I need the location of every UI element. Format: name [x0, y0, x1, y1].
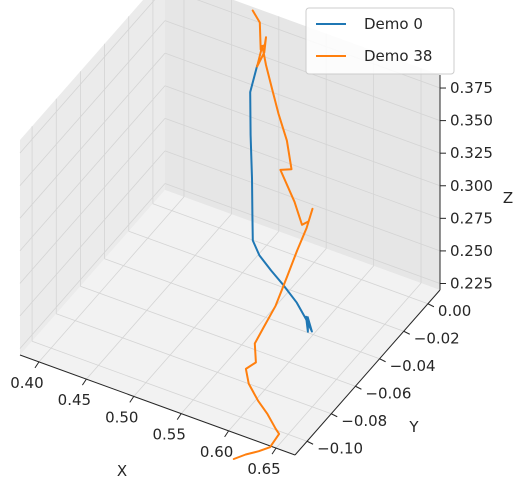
y-axis-label: Y: [408, 418, 419, 436]
grid-z-left-1: [19, 150, 166, 317]
x-tick-label-4: 0.60: [200, 443, 233, 461]
x-tick-4: [224, 430, 230, 438]
y-tick-1: [403, 330, 410, 335]
grid-z-left-2: [19, 118, 166, 284]
y-tick-2: [379, 358, 386, 363]
y-tick-label-3: −0.06: [365, 384, 411, 402]
x-tick-3: [176, 413, 182, 420]
z-tick-label-6: 0.375: [450, 79, 493, 97]
grid-x-floor-0: [38, 196, 185, 363]
y-tick-5: [306, 440, 314, 445]
z-tick-label-5: 0.350: [450, 112, 493, 130]
z-tick-label-3: 0.300: [450, 177, 493, 195]
grid-y-floor-1: [128, 230, 404, 332]
series-line-1: [232, 9, 314, 460]
grid-x-floor-4: [228, 265, 374, 432]
y-tick-label-2: −0.04: [390, 357, 436, 375]
x-tick-label-5: 0.65: [247, 460, 280, 478]
x-tick-label-2: 0.50: [105, 408, 138, 426]
x-tick-label-1: 0.45: [58, 391, 91, 409]
series-lines: [232, 9, 314, 460]
y-axis-line: [294, 289, 441, 456]
grid-z-left-5: [19, 20, 166, 186]
grid-z-back-5: [164, 20, 441, 121]
grid-z-back-3: [164, 85, 441, 187]
x-axis-label: X: [117, 462, 127, 480]
grid-z-back-1: [164, 150, 441, 252]
legend-label-series-0: Demo 0: [364, 15, 423, 33]
y-tick-0: [427, 303, 435, 308]
grid-x-floor-3: [180, 248, 327, 414]
z-tick-label-2: 0.275: [450, 209, 493, 227]
grid-z-left-4: [19, 52, 166, 219]
grid-y-floor-3: [80, 285, 356, 387]
series-line-0: [249, 64, 313, 333]
grid-y-floor-0: [152, 203, 429, 305]
y-tick-label-4: −0.08: [341, 412, 387, 430]
grid-x-floor-2: [133, 231, 280, 397]
y-tick-label-1: −0.02: [414, 329, 460, 347]
y-tick-label-5: −0.10: [317, 439, 363, 457]
grid-z-back-4: [164, 52, 441, 154]
grid-z-left-0: [19, 183, 166, 349]
legend-label-series-1: Demo 38: [364, 47, 432, 65]
y-tick-4: [331, 413, 338, 418]
grid-z-back-0: [164, 183, 441, 284]
x-tick-label-0: 0.40: [10, 374, 43, 392]
x-tick-2: [129, 396, 135, 403]
z-tick-label-0: 0.225: [450, 274, 493, 292]
grid-y-floor-4: [56, 313, 332, 415]
axis-lines: [19, 75, 441, 456]
x-tick-0: [34, 361, 40, 369]
z-axis-label: Z: [503, 189, 513, 207]
axis-labels: X Y Z: [117, 189, 513, 480]
legend: Demo 0 Demo 38: [305, 7, 455, 75]
tick-marks: 0.40 0.45 0.50 0.55 0.60 0.65 0.00 −0.02 −0.04 −0…: [10, 79, 493, 478]
x-axis-line: [19, 354, 296, 456]
grid-y-floor-2: [104, 258, 380, 360]
grid-x-floor-5: [275, 282, 422, 449]
x-tick-label-3: 0.55: [153, 426, 186, 444]
grid-z-back-2: [164, 117, 441, 219]
x-tick-5: [271, 447, 277, 455]
y-tick-label-0: 0.00: [438, 302, 471, 320]
y-tick-3: [355, 385, 362, 390]
grid-z-left-3: [19, 85, 166, 252]
grid-y-floor-5: [31, 340, 308, 442]
x-tick-1: [81, 378, 87, 386]
grid-x-floor-1: [86, 213, 232, 380]
floor-pane: [20, 190, 440, 455]
grid-z-left-6: [19, 0, 156, 154]
z-tick-label-4: 0.325: [450, 144, 493, 162]
z-tick-label-1: 0.250: [450, 242, 493, 260]
grid-lines: [19, 0, 441, 449]
